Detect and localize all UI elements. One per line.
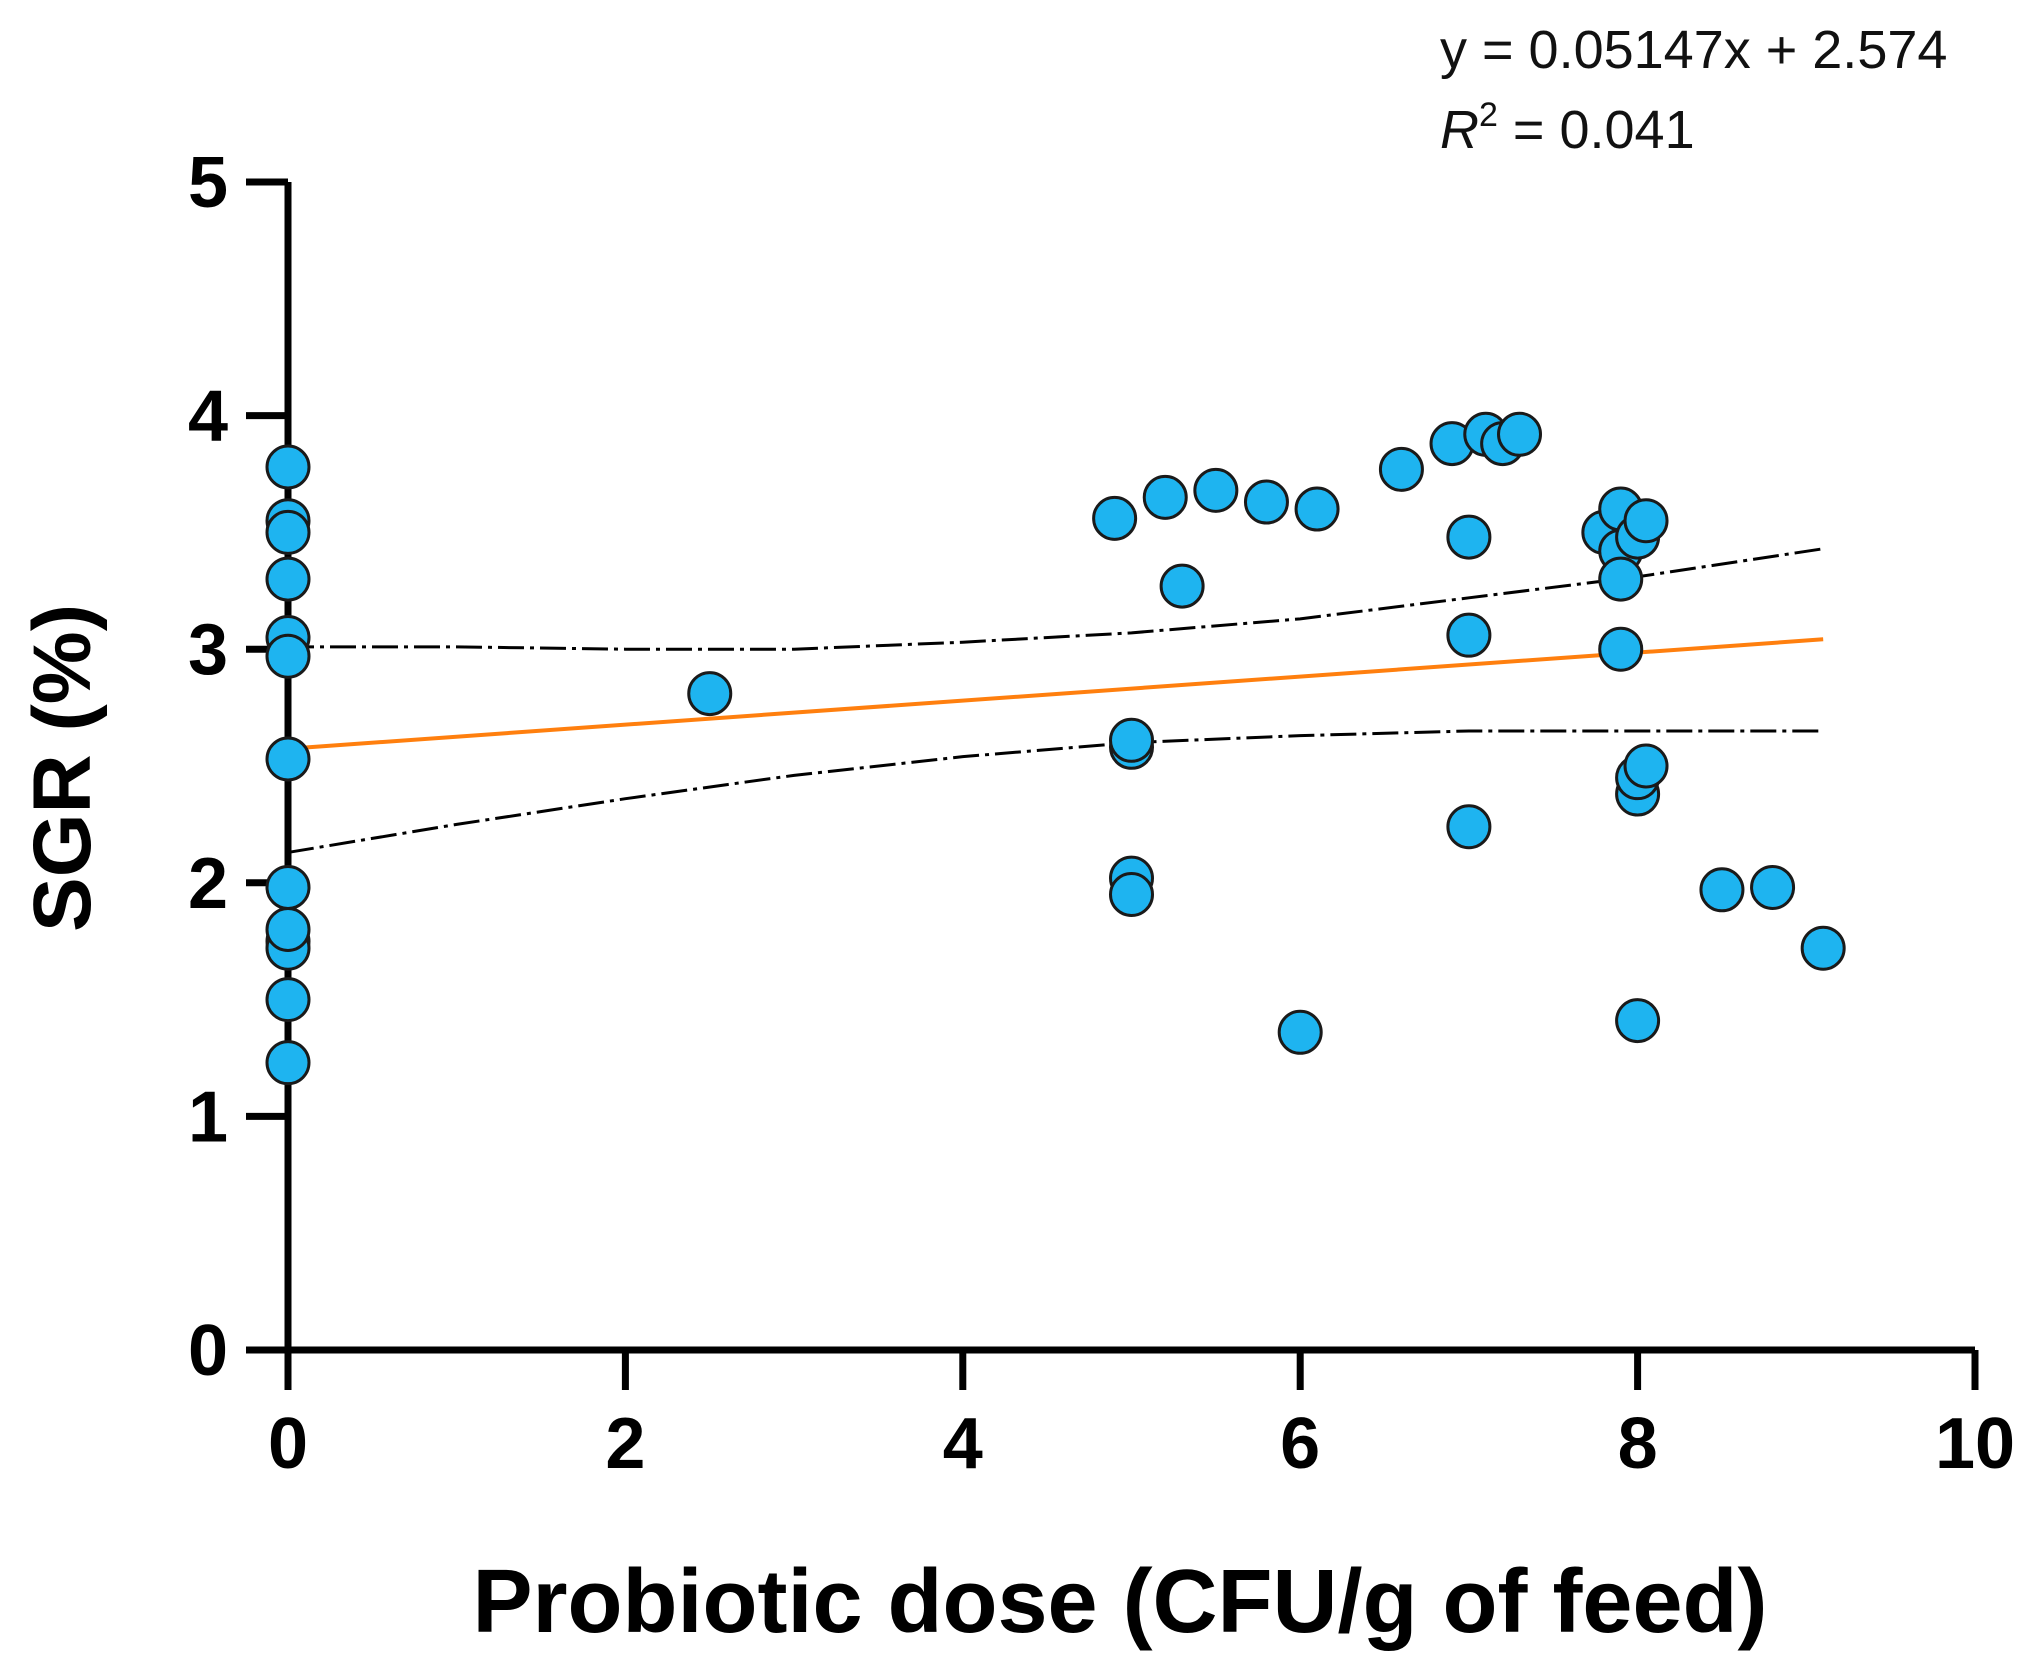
data-point (1598, 556, 1644, 602)
data-point (1243, 479, 1289, 525)
regression-line (287, 637, 1824, 751)
data-point (1159, 563, 1205, 609)
data-point (1446, 804, 1492, 850)
data-point (1699, 867, 1745, 913)
data-point (1294, 486, 1340, 532)
x-tick-label: 10 (1935, 1404, 2015, 1484)
data-point (265, 444, 311, 490)
confidence-band (287, 547, 1824, 854)
data-point (1615, 998, 1661, 1044)
data-point (1193, 467, 1239, 513)
y-tick-label: 5 (188, 143, 228, 223)
data-point (265, 509, 311, 555)
data-point (265, 556, 311, 602)
regression-fit (287, 637, 1824, 751)
data-point (1623, 743, 1669, 789)
data-point (1623, 498, 1669, 544)
data-point (265, 907, 311, 953)
x-tick-label: 8 (1618, 1404, 1658, 1484)
data-point (1446, 612, 1492, 658)
data-point (1277, 1009, 1323, 1055)
r-squared-value: = 0.041 (1498, 100, 1695, 160)
data-point (1109, 871, 1154, 917)
x-tick-label: 2 (605, 1404, 645, 1484)
ticks: 0 1 2 3 4 5 0 2 4 6 8 10 (188, 143, 2015, 1484)
data-point (265, 736, 311, 782)
data-point (1446, 514, 1492, 560)
y-tick-label: 2 (188, 844, 228, 924)
data-point (1092, 495, 1138, 541)
y-tick-label: 1 (188, 1077, 228, 1157)
data-point (1750, 864, 1796, 910)
confidence-band-upper (288, 547, 1824, 651)
y-tick-label: 3 (188, 610, 228, 690)
fit-equation: y = 0.05147x + 2.574 (1440, 20, 1947, 80)
y-tick-label: 0 (188, 1311, 228, 1391)
confidence-band-lower (287, 729, 1824, 854)
data-point (1109, 717, 1154, 763)
data-point (265, 633, 311, 679)
y-tick-label: 4 (188, 377, 228, 457)
data-point (265, 977, 311, 1023)
data-point (265, 864, 311, 910)
data-point (1378, 446, 1424, 492)
x-tick-label: 6 (1280, 1404, 1320, 1484)
data-point (265, 1040, 311, 1086)
data-point (1800, 925, 1846, 971)
data-point (687, 671, 733, 717)
r-squared-symbol: R (1440, 100, 1479, 160)
data-point (1497, 411, 1543, 457)
r-squared: R2 = 0.041 (1440, 96, 1695, 160)
data-point (1142, 474, 1188, 520)
r-squared-exponent: 2 (1479, 96, 1498, 134)
data-point (1598, 626, 1644, 672)
y-axis-title: SGR (%) (17, 604, 108, 932)
x-tick-label: 0 (268, 1404, 308, 1484)
x-axis-title: Probiotic dose (CFU/g of feed) (473, 1552, 1768, 1652)
data-points (265, 411, 1846, 1086)
x-tick-label: 4 (943, 1404, 983, 1484)
